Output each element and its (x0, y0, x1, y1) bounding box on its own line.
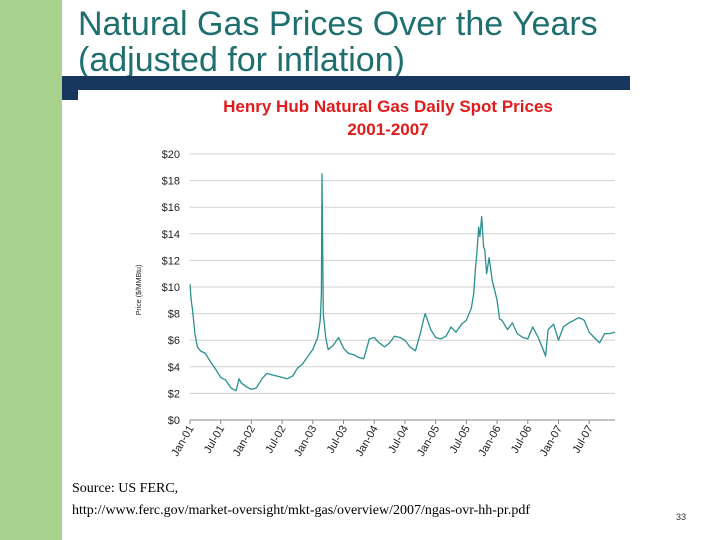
x-tick-label: Jul-04 (386, 424, 411, 456)
x-tick-label: Jul-06 (509, 424, 534, 456)
x-tick-label: Jan-02 (231, 424, 258, 459)
x-tick-labels: Jan-01 Jul-01 Jan-02 Jul-02 Jan-03 Jul-03 Jan-… (169, 420, 596, 459)
y-axis-label: Price ($/MMBtu) (136, 265, 143, 316)
y-tick-label: $10 (162, 282, 180, 294)
x-tick-label: Jan-05 (415, 424, 442, 459)
price-chart: Henry Hub Natural Gas Daily Spot Prices … (136, 97, 616, 459)
y-tick-label: $12 (162, 255, 180, 267)
x-tick-label: Jul-05 (448, 424, 473, 456)
series-layer (189, 173, 616, 392)
chart-title-line-1: Henry Hub Natural Gas Daily Spot Prices (223, 97, 553, 116)
x-tick-label: Jan-01 (169, 424, 196, 459)
source-url: http://www.ferc.gov/market-oversight/mkt… (72, 503, 530, 518)
y-tick-label: $8 (168, 309, 180, 321)
slide-title: Natural Gas Prices Over the Years (adjus… (78, 6, 598, 78)
y-tick-labels: $0 $2 $4 $6 $8 $10 $12 $14 $16 $18 $20 (162, 149, 180, 427)
x-tick-label: Jul-03 (325, 424, 350, 456)
chart-container: Henry Hub Natural Gas Daily Spot Prices … (78, 90, 630, 475)
x-tick-label: Jan-07 (538, 423, 565, 458)
y-tick-label: $2 (168, 388, 180, 400)
y-tick-label: $0 (168, 415, 180, 427)
x-tick-label: Jul-07 (570, 424, 595, 456)
y-tick-label: $16 (162, 202, 180, 214)
chart-title-line-2: 2001-2007 (347, 120, 428, 139)
slide-title-line-1: Natural Gas Prices Over the Years (78, 5, 598, 43)
slide-title-line-2: (adjusted for inflation) (78, 41, 405, 79)
source-line-1: Source: US FERC, (72, 481, 179, 496)
x-tick-label: Jul-01 (202, 424, 227, 456)
x-tick-label: Jul-02 (263, 424, 288, 456)
y-tick-label: $4 (168, 362, 180, 374)
page-number: 33 (676, 512, 687, 522)
left-accent-band (0, 0, 62, 540)
source-citation: Source: US FERC, http://www.ferc.gov/mar… (72, 478, 672, 522)
x-tick-label: Jan-04 (354, 424, 381, 459)
y-tick-label: $20 (162, 149, 180, 161)
grid-layer (190, 153, 615, 421)
title-area: Natural Gas Prices Over the Years (adjus… (62, 0, 720, 90)
y-tick-label: $18 (162, 176, 180, 188)
x-tick-label: Jan-06 (476, 424, 503, 459)
y-tick-label: $14 (162, 229, 180, 241)
x-tick-label: Jan-03 (292, 424, 319, 459)
y-tick-label: $6 (168, 335, 180, 347)
series-line (189, 173, 616, 392)
